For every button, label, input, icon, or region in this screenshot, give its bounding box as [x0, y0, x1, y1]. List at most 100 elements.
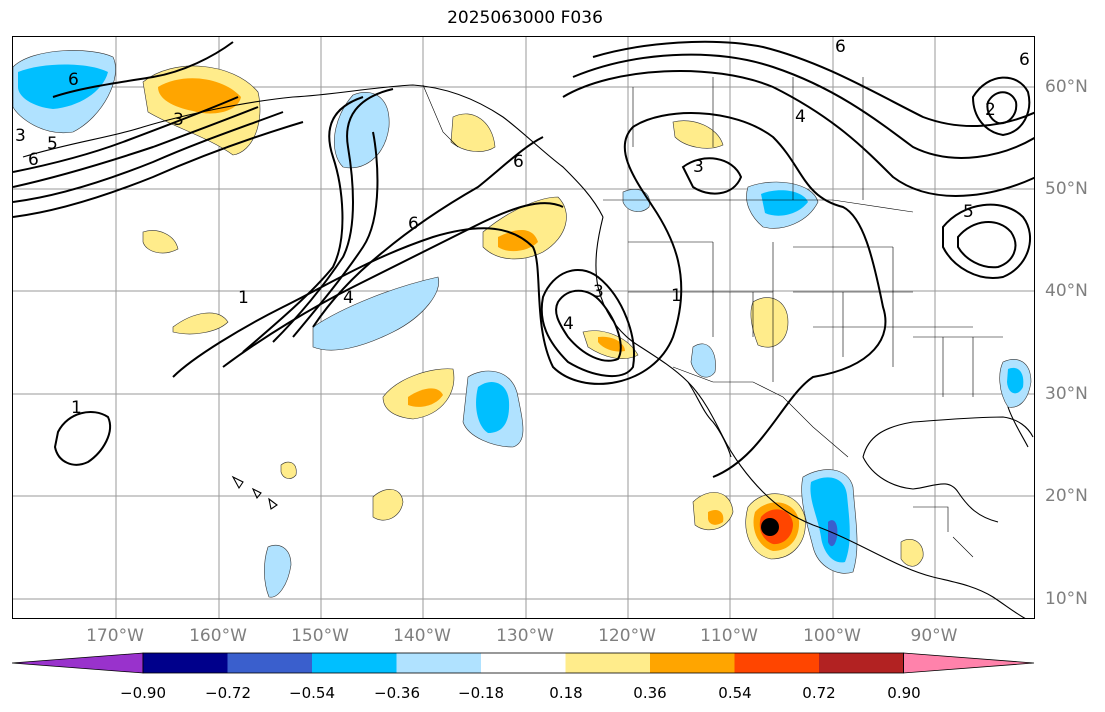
coast-gulf	[862, 416, 1034, 458]
shade-yellow-co	[750, 297, 789, 348]
contour-lines	[13, 40, 1034, 478]
shade-orange-mid3	[408, 388, 443, 407]
colorbar-outline	[142, 652, 904, 674]
shade-yellow-bc2	[672, 120, 724, 149]
contour-label: 4	[343, 288, 354, 308]
colorbar-extend-min	[12, 652, 144, 674]
shade-lightblue-sw	[264, 544, 292, 598]
border-states-1	[628, 241, 774, 382]
border-alaska-canada	[422, 84, 459, 148]
map-canvas: 6 5 3 6 3 6 1 4 6 3 3 4 1 1 6 2 6 4 5	[13, 37, 1034, 618]
lat-label: 10°N	[1045, 589, 1088, 609]
contour-label: 6	[68, 70, 79, 90]
colorbar-tick-label: −0.90	[120, 684, 166, 702]
contour-ne-ring2	[986, 91, 1018, 125]
lat-label: 50°N	[1045, 179, 1088, 199]
border-states-3	[913, 336, 1003, 397]
shade-lightblue-4corners	[690, 343, 716, 378]
lon-label: 160°W	[189, 626, 247, 646]
shade-orange-oregon	[498, 230, 538, 252]
lon-label: 130°W	[496, 626, 554, 646]
lon-label: 120°W	[598, 626, 656, 646]
contour-ne-b	[572, 53, 1034, 159]
contour-nw-d	[13, 96, 239, 173]
lat-label: 30°N	[1045, 384, 1088, 404]
colorbar-segment	[312, 653, 397, 673]
contour-label: 2	[985, 100, 996, 120]
shade-cyan-nw	[18, 64, 108, 109]
shade-orange-calif	[598, 336, 625, 352]
lon-label: 110°W	[700, 626, 758, 646]
coast-yucatan	[862, 456, 999, 523]
storm-center-marker	[761, 518, 779, 536]
contour-1-big	[172, 112, 887, 478]
contour-ne-c	[592, 40, 1034, 127]
contour-nw-b	[13, 111, 284, 203]
lon-label: 90°W	[910, 626, 958, 646]
contour-label: 4	[563, 314, 574, 334]
contour-bc-3	[681, 157, 743, 195]
colorbar-segment	[396, 653, 482, 673]
contour-label: 6	[1019, 50, 1030, 70]
contour-label: 5	[47, 134, 58, 154]
chart-title: 2025063000 F036	[447, 8, 603, 28]
colorbar-segment	[650, 653, 735, 673]
contour-nw-e	[52, 41, 234, 98]
colorbar-tick-label: 0.36	[633, 684, 667, 702]
colorbar-segment	[143, 653, 228, 673]
colorbar-extend-max	[903, 652, 1035, 674]
shade-cyan-hawaii-n	[476, 382, 510, 433]
coast-baja	[687, 381, 732, 458]
shade-lightblue-wa	[622, 188, 650, 212]
colorbar-tick-label: −0.72	[205, 684, 251, 702]
colorbar-segment	[734, 653, 820, 673]
contour-ne-low2	[957, 220, 1017, 269]
coast-central-am	[932, 576, 1026, 618]
colorbar-segment	[227, 653, 313, 673]
contour-4	[272, 88, 394, 343]
contour-nw-c	[13, 106, 259, 188]
colorbar-tick-label: 0.72	[802, 684, 836, 702]
colorbar-tick-label: 0.18	[549, 684, 583, 702]
shade-yellow-gt	[900, 538, 924, 567]
shade-cyan-mx	[810, 477, 850, 563]
border-canada-us	[603, 199, 914, 213]
contour-s-ca	[540, 268, 635, 378]
lon-label: 140°W	[393, 626, 451, 646]
contour-label: 4	[795, 107, 806, 127]
shade-orange-mx1	[708, 510, 724, 525]
colorbar	[12, 652, 1035, 674]
contour-2	[222, 202, 564, 368]
contour-label: 5	[963, 202, 974, 222]
contour-s-ca2	[555, 289, 622, 362]
colorbar-tick-label: −0.18	[458, 684, 504, 702]
contour-label: 1	[71, 398, 82, 418]
contour-label: 6	[408, 214, 419, 234]
contour-6	[312, 136, 544, 328]
island-hawaii	[231, 475, 278, 510]
contour-nw-a	[13, 121, 304, 218]
contour-ne-a	[562, 70, 1034, 197]
lon-label: 100°W	[803, 626, 861, 646]
contour-label: 3	[15, 126, 26, 146]
shade-yellow-bc	[450, 113, 496, 152]
political-borders	[422, 77, 1003, 558]
map-panel: 6 5 3 6 3 6 1 4 6 3 3 4 1 1 6 2 6 4 5	[12, 36, 1035, 619]
colorbar-tick-label: −0.54	[289, 684, 335, 702]
contour-label: 1	[671, 286, 682, 306]
contour-label: 3	[693, 157, 704, 177]
contour-label: 6	[513, 152, 524, 172]
shade-lightblue-pac	[312, 276, 440, 351]
colorbar-tick-label: −0.36	[374, 684, 420, 702]
colorbar-segment	[819, 653, 904, 673]
lat-label: 60°N	[1045, 77, 1088, 97]
colorbar-tick-label: 0.90	[887, 684, 921, 702]
contour-label: 3	[173, 110, 184, 130]
contour-ne-low	[942, 203, 1032, 279]
contour-hawaii-1	[53, 411, 111, 466]
contour-label: 3	[593, 282, 604, 302]
coast-fl	[1007, 406, 1029, 448]
lat-label: 40°N	[1045, 281, 1088, 301]
border-mx-states	[913, 506, 974, 558]
contour-ne-ring	[971, 76, 1031, 137]
